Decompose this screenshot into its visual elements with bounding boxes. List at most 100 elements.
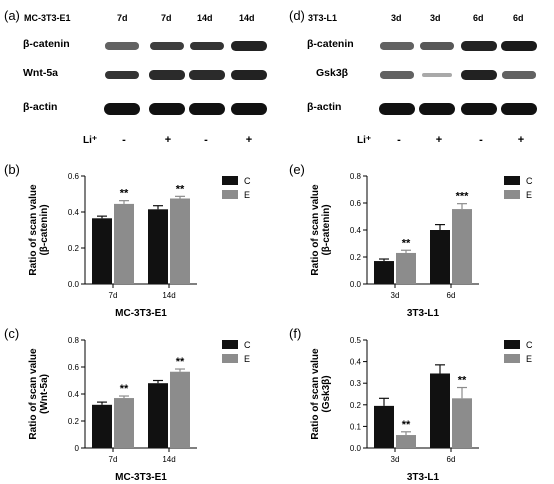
y-tick-label: 0.3 [350,379,362,388]
bar-chart-e: Ratio of scan value(β-catenin) 0.0 0.2 0.4 0… [310,172,533,319]
y-tick-label: 0.4 [350,226,362,235]
bar [92,404,112,448]
bar [396,435,416,448]
y-tick-label: 0.0 [350,280,362,289]
blot-band [149,103,185,115]
y-tick-label: 0.5 [350,336,362,345]
significance-label: ** [176,356,185,368]
x-tick-label: 6d [447,455,456,464]
y-axis-label-line: (Wnt-5a) [39,374,50,414]
x-axis-label: MC-3T3-E1 [115,308,167,319]
y-tick-label: 0.4 [68,208,80,217]
legend-label: E [244,354,250,364]
blot-lane-label: 7d [161,13,172,23]
panel-label-d: (d) [289,8,305,23]
blot-lane-label: 7d [117,13,128,23]
bar [452,209,472,284]
x-tick-label: 14d [162,455,175,464]
legend-label: C [526,176,533,186]
y-tick-label: 0.1 [350,422,362,431]
significance-label: ** [402,237,411,249]
y-tick-label: 0.6 [350,199,362,208]
blot-cell-line: MC-3T3-E1 [24,13,71,23]
x-tick-label: 3d [391,455,400,464]
legend-label: E [244,190,250,200]
x-tick-label: 6d [447,291,456,300]
blot-band [231,41,267,51]
y-tick-label: 0.8 [350,172,362,181]
y-tick-label: 0.4 [68,390,80,399]
significance-label: ** [458,375,467,387]
panel-label-a: (a) [4,8,20,23]
significance-label: ** [120,188,129,200]
y-axis-label: Ratio of scan value(Gsk3β) [310,348,332,440]
blot-row-label: β-actin [307,101,342,113]
blot-band [379,103,415,115]
legend-swatch [222,176,238,185]
x-tick-label: 14d [162,291,175,300]
y-tick-label: 0.6 [68,172,80,181]
blot-band [189,41,225,51]
y-tick-label: 0.2 [350,253,362,262]
bar [452,398,472,448]
legend-label: C [244,176,251,186]
bar [92,218,112,284]
y-axis-label: Ratio of scan value(β-catenin) [28,184,50,276]
blot-li-mark: - [122,134,126,146]
legend-label: C [244,340,251,350]
blot-band [231,103,267,115]
blot-band [104,70,140,80]
blot-lane-label: 3d [391,13,402,23]
blot-band [149,41,185,51]
y-tick-label: 0.0 [350,444,362,453]
blot-band [501,41,537,51]
bar [148,383,168,448]
blot-row-label: Gsk3β [316,67,349,79]
bar [374,261,394,284]
blot-li-mark: - [204,134,208,146]
panel-label-f: (f) [289,326,302,341]
blot-li-mark: + [435,134,443,146]
y-tick-label: 0.2 [350,401,362,410]
legend-swatch [504,176,520,185]
significance-label: *** [456,191,470,203]
blot-li-label: Li⁺ [83,135,98,146]
bar [396,252,416,284]
legend-swatch [222,354,238,363]
y-tick-label: 0 [75,444,80,453]
y-tick-label: 0.2 [68,244,80,253]
blot-lane-label: 14d [239,13,255,23]
y-axis-label: Ratio of scan value(β-catenin) [310,184,332,276]
bar [114,203,134,284]
legend-swatch [222,190,238,199]
x-tick-label: 7d [109,455,118,464]
blot-band [502,71,536,79]
y-axis-label-line: Ratio of scan value [28,184,39,276]
bar [170,371,190,448]
blot-band [461,70,497,80]
blot-li-mark: + [245,134,253,146]
blot-row-label: β-catenin [23,38,70,50]
x-tick-label: 7d [109,291,118,300]
y-axis-label-line: Ratio of scan value [310,348,321,440]
blot-band [461,41,497,51]
blot-li-mark: - [397,134,401,146]
bar [374,405,394,448]
legend-label: C [526,340,533,350]
blot-lane-label: 6d [513,13,524,23]
y-axis-label-line: (β-catenin) [321,204,332,255]
blot-band [419,103,455,115]
blot-band [105,42,139,50]
blot-band [501,103,537,115]
blot-band [420,42,454,50]
significance-label: ** [176,183,185,195]
y-tick-label: 0.8 [68,336,80,345]
legend-swatch [504,340,520,349]
bar [114,398,134,448]
y-axis-label-line: (Gsk3β) [321,375,332,412]
y-tick-label: 0.2 [68,417,80,426]
legend-swatch [222,340,238,349]
blot-band [380,71,414,79]
blot-row-label: β-actin [23,101,58,113]
blot-band [421,72,453,78]
